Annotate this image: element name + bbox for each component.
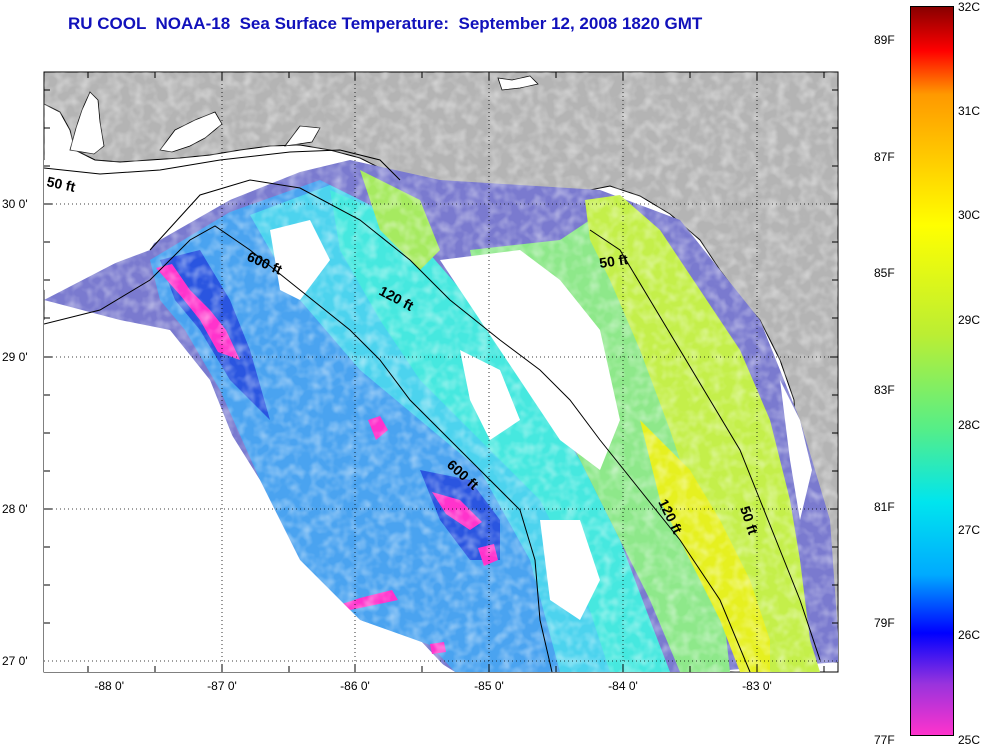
colorbar-f-85: 85F xyxy=(874,266,895,280)
graticule xyxy=(44,72,838,672)
colorbar-c-31: 31C xyxy=(958,104,981,118)
lon-label-85: -85 0' xyxy=(474,679,504,693)
sst-map: 50 ft 600 ft 120 ft 50 ft 600 ft 120 ft … xyxy=(2,71,839,693)
lat-label-28: 28 0' xyxy=(2,502,28,516)
colorbar-f-89: 89F xyxy=(874,33,895,47)
colorbar-c-32: 32C xyxy=(958,0,981,14)
colorbar-f-83: 83F xyxy=(874,383,895,397)
colorbar-f-77: 77F xyxy=(874,733,895,747)
colorbar-c-28: 28C xyxy=(958,418,981,432)
axis-ticks xyxy=(44,72,838,672)
isobath-label-50ft-north: 50 ft xyxy=(598,251,629,271)
cloud-cover xyxy=(44,72,838,672)
colorbar-c-27: 27C xyxy=(958,523,981,537)
isobath-contours xyxy=(44,149,821,672)
lon-label-83: -83 0' xyxy=(742,679,772,693)
lon-label-87: -87 0' xyxy=(207,679,237,693)
colorbar-c-29: 29C xyxy=(958,313,981,327)
colorbar-f-81: 81F xyxy=(874,500,895,514)
lon-label-84: -84 0' xyxy=(608,679,638,693)
lat-label-27: 27 0' xyxy=(2,654,28,668)
isobath-label-50ft-west: 50 ft xyxy=(45,173,77,195)
lat-label-29: 29 0' xyxy=(2,350,28,364)
colorbar-c-26: 26C xyxy=(958,628,981,642)
colorbar-f-87: 87F xyxy=(874,150,895,164)
colorbar-c-25: 25C xyxy=(958,733,981,747)
colorbar-c-30: 30C xyxy=(958,208,981,222)
lat-label-30: 30 0' xyxy=(2,197,28,211)
colorbar-f-79: 79F xyxy=(874,616,895,630)
lon-label-86: -86 0' xyxy=(340,679,370,693)
lon-label-88: -88 0' xyxy=(94,679,124,693)
color-bar xyxy=(910,6,954,736)
map-title: RU COOL NOAA-18 Sea Surface Temperature:… xyxy=(68,14,703,33)
